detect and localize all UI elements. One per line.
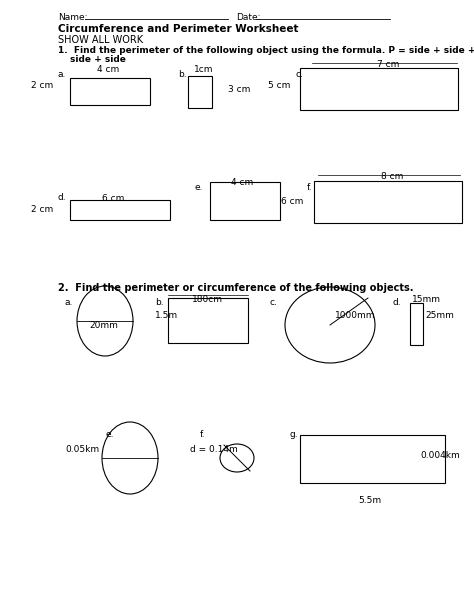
Text: 1000mm: 1000mm <box>335 311 375 319</box>
Bar <box>410 303 423 345</box>
Text: d = 0.14m: d = 0.14m <box>190 445 238 454</box>
Text: f.: f. <box>307 183 312 192</box>
Text: 5 cm: 5 cm <box>268 82 290 91</box>
Text: 6 cm: 6 cm <box>102 194 124 203</box>
Text: d.: d. <box>58 193 67 202</box>
Text: 25mm: 25mm <box>425 311 454 319</box>
Text: SHOW ALL WORK: SHOW ALL WORK <box>58 35 143 45</box>
Text: b.: b. <box>155 298 164 307</box>
Text: side + side: side + side <box>70 55 126 64</box>
Bar <box>314 181 462 223</box>
Bar <box>300 68 458 110</box>
Text: 3 cm: 3 cm <box>228 85 250 94</box>
Bar <box>188 76 212 108</box>
Text: c.: c. <box>296 70 304 79</box>
Text: c.: c. <box>270 298 278 307</box>
Text: g.: g. <box>290 430 299 439</box>
Bar <box>210 182 280 220</box>
Bar <box>168 298 248 343</box>
Text: 7 cm: 7 cm <box>377 60 399 69</box>
Text: e.: e. <box>195 183 203 192</box>
Text: Name:: Name: <box>58 13 88 22</box>
Bar <box>300 435 445 483</box>
Text: 15mm: 15mm <box>412 295 441 304</box>
Text: e.: e. <box>106 430 114 439</box>
Text: 180cm: 180cm <box>191 295 222 304</box>
Text: 4 cm: 4 cm <box>231 178 253 187</box>
Text: 1.  Find the perimeter of the following object using the formula. P = side + sid: 1. Find the perimeter of the following o… <box>58 46 474 55</box>
Text: 5.5m: 5.5m <box>358 496 382 505</box>
Text: f.: f. <box>200 430 206 439</box>
Text: Date:: Date: <box>236 13 261 22</box>
Bar <box>70 78 150 105</box>
Text: 4 cm: 4 cm <box>97 65 119 74</box>
Text: 1cm: 1cm <box>194 65 214 74</box>
Text: a.: a. <box>65 298 73 307</box>
Text: 0.05km: 0.05km <box>65 445 99 454</box>
Text: d.: d. <box>393 298 401 307</box>
Bar <box>70 200 170 220</box>
Text: 1.5m: 1.5m <box>155 311 178 319</box>
Text: 8 cm: 8 cm <box>381 172 403 181</box>
Text: 2.  Find the perimeter or circumference of the following objects.: 2. Find the perimeter or circumference o… <box>58 283 413 293</box>
Text: 6 cm: 6 cm <box>281 197 303 205</box>
Text: 2 cm: 2 cm <box>31 82 53 91</box>
Text: 0.004km: 0.004km <box>420 451 460 460</box>
Text: Circumference and Perimeter Worksheet: Circumference and Perimeter Worksheet <box>58 24 299 34</box>
Text: b.: b. <box>178 70 187 79</box>
Text: 20mm: 20mm <box>90 321 118 330</box>
Text: 2 cm: 2 cm <box>31 205 53 213</box>
Text: a.: a. <box>58 70 66 79</box>
